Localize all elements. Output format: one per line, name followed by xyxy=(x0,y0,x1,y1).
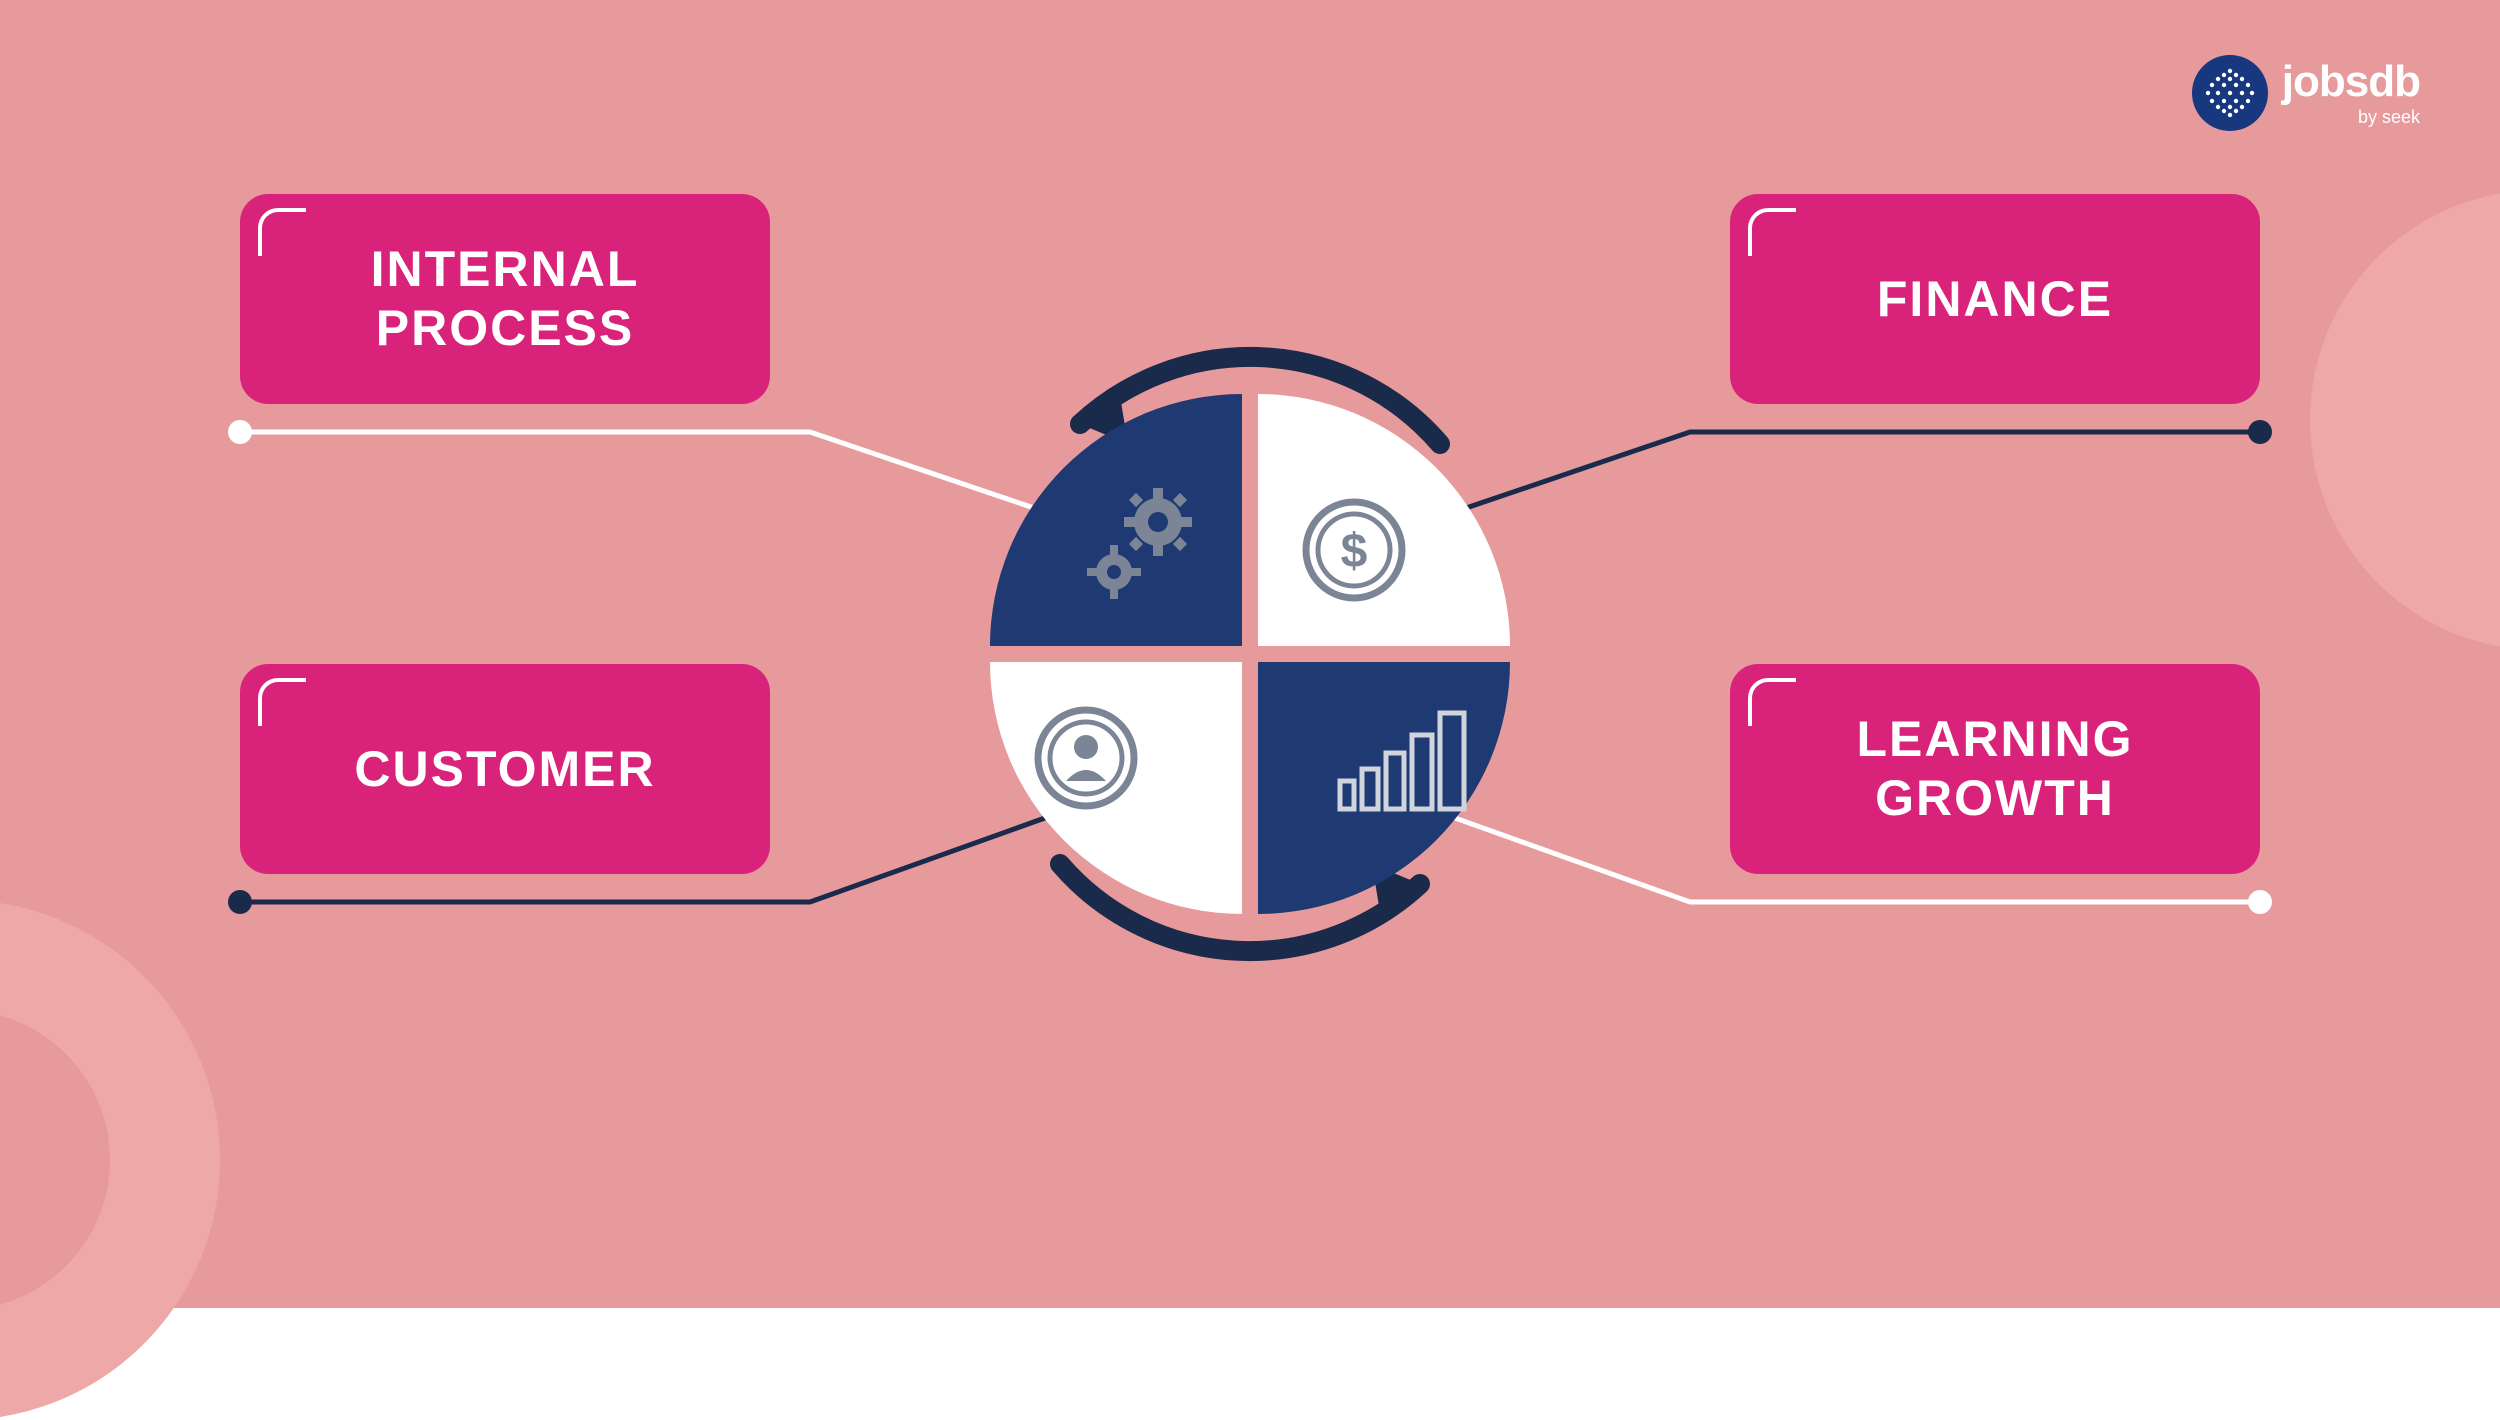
gears-icon xyxy=(1076,480,1216,620)
diagram-stage: $ INTERNAL xyxy=(210,104,2290,1204)
card-label: LEARNING GROWTH xyxy=(1856,710,2133,828)
card-corner-accent xyxy=(1748,678,1796,726)
svg-text:$: $ xyxy=(1341,525,1368,578)
bar-growth-icon xyxy=(1334,703,1474,823)
card-corner-accent xyxy=(1748,208,1796,256)
card-corner-accent xyxy=(258,678,306,726)
cycle-arrow-bottom-icon xyxy=(1020,844,1480,994)
card-internal-process: INTERNAL PROCESS xyxy=(240,194,770,404)
card-customer: CUSTOMER xyxy=(240,664,770,874)
card-finance: FINANCE xyxy=(1730,194,2260,404)
person-circle-icon xyxy=(1031,703,1141,813)
card-label: INTERNAL PROCESS xyxy=(371,240,640,358)
card-learning-growth: LEARNING GROWTH xyxy=(1730,664,2260,874)
quadrant-wheel: $ xyxy=(990,394,1510,914)
card-label: FINANCE xyxy=(1877,270,2113,329)
dollar-coin-icon: $ xyxy=(1299,495,1409,605)
card-label: CUSTOMER xyxy=(354,740,655,799)
brand-logo-subtext: by seek xyxy=(2358,108,2420,126)
brand-logo-text: jobsdb xyxy=(2282,60,2420,104)
card-corner-accent xyxy=(258,208,306,256)
cycle-arrow-top-icon xyxy=(1020,314,1480,464)
